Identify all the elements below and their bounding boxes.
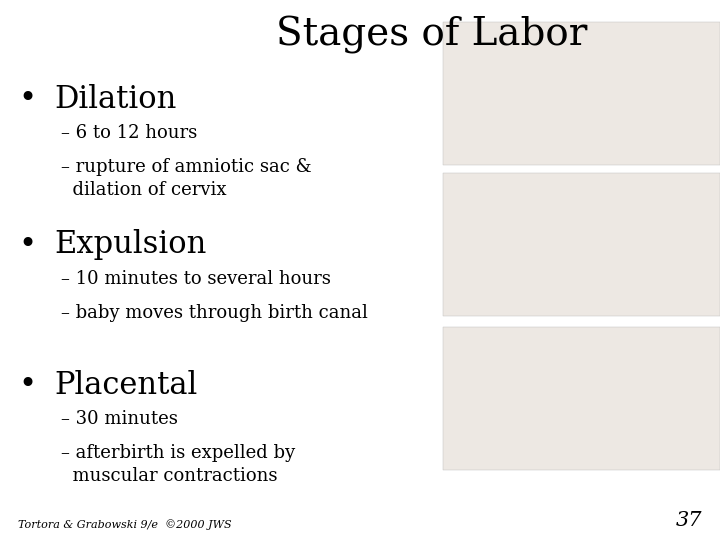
Text: Expulsion: Expulsion <box>54 230 207 260</box>
Text: Tortora & Grabowski 9/e  ©2000 JWS: Tortora & Grabowski 9/e ©2000 JWS <box>18 519 232 530</box>
Text: – 30 minutes: – 30 minutes <box>61 410 178 428</box>
Text: Stages of Labor: Stages of Labor <box>276 16 588 54</box>
Text: – baby moves through birth canal: – baby moves through birth canal <box>61 304 368 322</box>
Text: •: • <box>18 84 36 114</box>
FancyBboxPatch shape <box>443 173 720 316</box>
Text: – 10 minutes to several hours: – 10 minutes to several hours <box>61 270 331 288</box>
Text: •: • <box>18 230 36 260</box>
Text: – rupture of amniotic sac &
  dilation of cervix: – rupture of amniotic sac & dilation of … <box>61 158 312 199</box>
Text: – afterbirth is expelled by
  muscular contractions: – afterbirth is expelled by muscular con… <box>61 444 295 485</box>
Text: – 6 to 12 hours: – 6 to 12 hours <box>61 124 197 142</box>
FancyBboxPatch shape <box>443 327 720 470</box>
Text: •: • <box>18 370 36 401</box>
Text: Dilation: Dilation <box>54 84 176 114</box>
FancyBboxPatch shape <box>443 22 720 165</box>
Text: Placental: Placental <box>54 370 197 401</box>
Text: 37: 37 <box>675 511 702 530</box>
